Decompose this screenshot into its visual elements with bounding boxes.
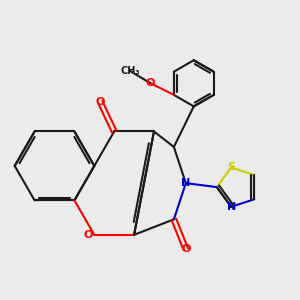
Text: S: S: [227, 162, 235, 172]
Text: O: O: [181, 244, 190, 254]
Text: N: N: [226, 202, 236, 212]
Text: CH₃: CH₃: [120, 66, 140, 76]
Text: N: N: [181, 178, 190, 188]
Text: O: O: [84, 230, 93, 240]
Text: O: O: [145, 78, 154, 88]
Text: O: O: [96, 97, 105, 107]
